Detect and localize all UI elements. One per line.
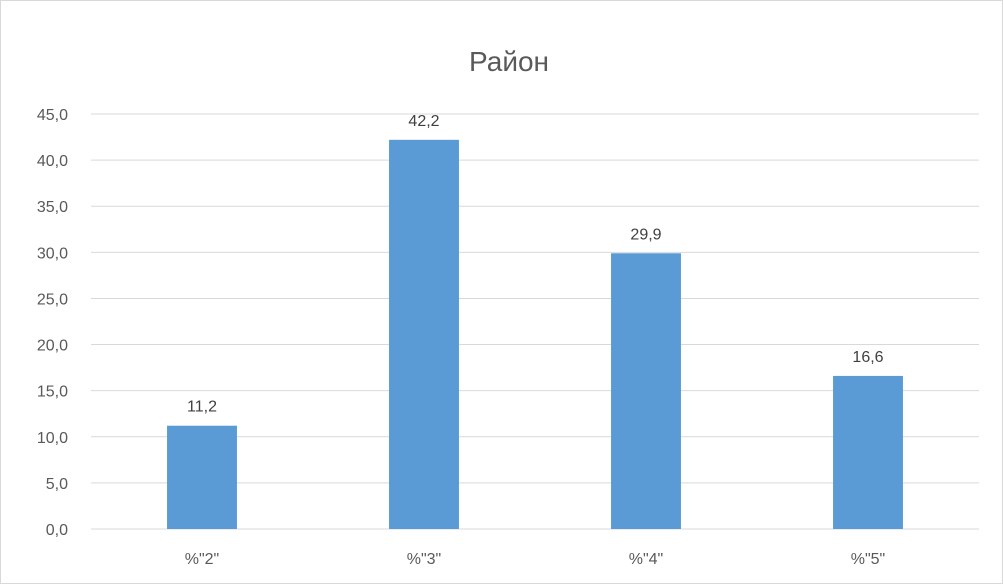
chart-title: Район bbox=[469, 46, 549, 77]
bar bbox=[167, 425, 237, 529]
x-category-label: %"3" bbox=[407, 551, 441, 568]
bar bbox=[833, 375, 903, 529]
y-tick-label: 20,0 bbox=[37, 338, 68, 355]
x-axis-category-labels: %"2" %"3" %"4" %"5" bbox=[185, 551, 885, 568]
y-tick-label: 40,0 bbox=[37, 153, 68, 170]
y-tick-label: 35,0 bbox=[37, 199, 68, 216]
y-tick-label: 25,0 bbox=[37, 291, 68, 308]
y-tick-label: 5,0 bbox=[46, 476, 68, 493]
data-label: 42,2 bbox=[408, 113, 439, 130]
y-tick-label: 15,0 bbox=[37, 384, 68, 401]
y-tick-label: 30,0 bbox=[37, 245, 68, 262]
bars bbox=[167, 139, 903, 530]
data-label: 11,2 bbox=[187, 399, 217, 416]
bar bbox=[389, 139, 459, 530]
bar bbox=[611, 253, 681, 529]
data-label: 16,6 bbox=[852, 349, 883, 366]
y-tick-label: 0,0 bbox=[46, 522, 68, 539]
x-category-label: %"2" bbox=[185, 551, 219, 568]
y-tick-label: 45,0 bbox=[37, 107, 68, 124]
x-category-label: %"5" bbox=[851, 551, 885, 568]
y-axis-tick-labels: 0,0 5,0 10,0 15,0 20,0 25,0 30,0 35,0 40,0 45,0 bbox=[37, 107, 68, 539]
x-category-label: %"4" bbox=[629, 551, 663, 568]
data-labels: 11,2 42,2 29,9 16,6 bbox=[187, 113, 884, 416]
y-tick-label: 10,0 bbox=[37, 430, 68, 447]
gridlines bbox=[91, 113, 979, 530]
data-label: 29,9 bbox=[630, 226, 661, 243]
